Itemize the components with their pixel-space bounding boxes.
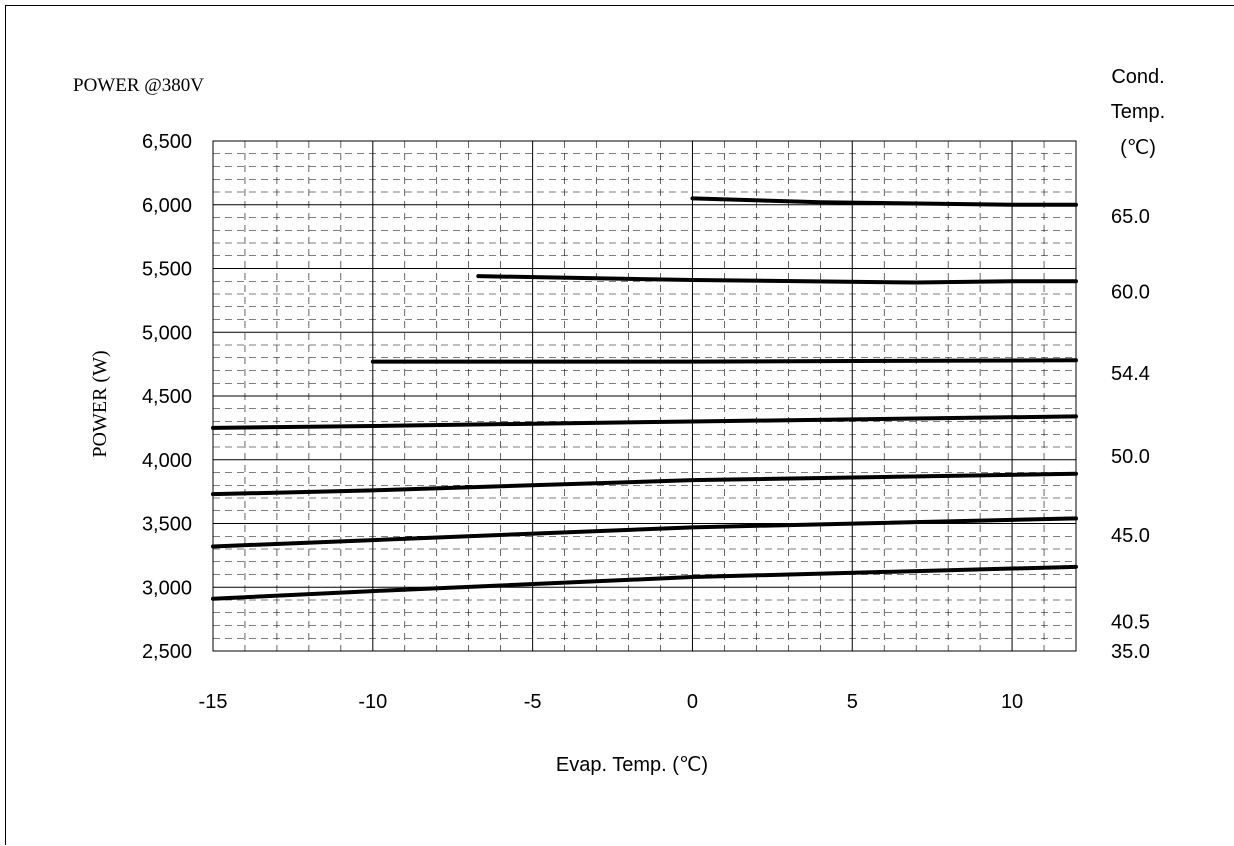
y-axis-title: POWER (W)	[89, 350, 111, 457]
cond-temp-label: 35.0	[1111, 641, 1150, 663]
series-line-60.0	[476, 274, 1078, 285]
y-tick-label: 4,000	[142, 450, 192, 472]
series-line-54.4	[370, 358, 1078, 364]
cond-temp-label: 54.4	[1111, 363, 1150, 385]
chart-title: POWER @380V	[73, 75, 204, 96]
y-tick-label: 3,500	[142, 514, 192, 536]
right-series-labels: 65.0 60.0 54.4 50.0 45.0 40.5 35.0	[1111, 206, 1150, 663]
y-tick-label: 6,000	[142, 195, 192, 217]
power-chart: -15 -10 -5 0 5 10 2,500 3,000 3,500 4,000 4,500 5,…	[73, 66, 1165, 776]
right-axis-title-line2: Temp.	[1111, 101, 1165, 123]
x-tick-label: 5	[847, 691, 858, 713]
x-axis-title: Evap. Temp. (℃)	[556, 754, 708, 776]
plot-area-border	[212, 140, 1077, 652]
series-line-40.5	[211, 516, 1078, 549]
right-axis-title-line3: (℃)	[1120, 137, 1156, 159]
y-tick-label: 4,500	[142, 386, 192, 408]
y-tick-label: 6,500	[142, 131, 192, 153]
x-tick-label: -10	[358, 691, 387, 713]
cond-temp-label: 65.0	[1111, 206, 1150, 228]
series-layer	[211, 196, 1078, 601]
cond-temp-label: 60.0	[1111, 281, 1150, 303]
cond-temp-label: 50.0	[1111, 446, 1150, 468]
y-tick-label: 3,000	[142, 577, 192, 599]
y-tick-labels: 2,500 3,000 3,500 4,000 4,500 5,000 5,500 6,000…	[142, 131, 192, 663]
y-tick-label: 5,000	[142, 322, 192, 344]
y-tick-label: 5,500	[142, 259, 192, 281]
series-line-45.0	[211, 471, 1078, 497]
x-tick-label: -5	[524, 691, 542, 713]
x-tick-label: 10	[1001, 691, 1023, 713]
right-axis-title-line1: Cond.	[1111, 66, 1164, 88]
series-line-35.0	[211, 564, 1078, 601]
chart-frame: -15 -10 -5 0 5 10 2,500 3,000 3,500 4,000 4,500 5,…	[5, 5, 1234, 845]
cond-temp-label: 45.0	[1111, 525, 1150, 547]
y-tick-label: 2,500	[142, 641, 192, 663]
series-line-50.0	[211, 414, 1078, 430]
cond-temp-label: 40.5	[1111, 612, 1150, 634]
x-tick-labels: -15 -10 -5 0 5 10	[199, 691, 1024, 713]
series-line-65.0	[690, 196, 1078, 207]
x-tick-label: -15	[199, 691, 228, 713]
x-tick-label: 0	[687, 691, 698, 713]
